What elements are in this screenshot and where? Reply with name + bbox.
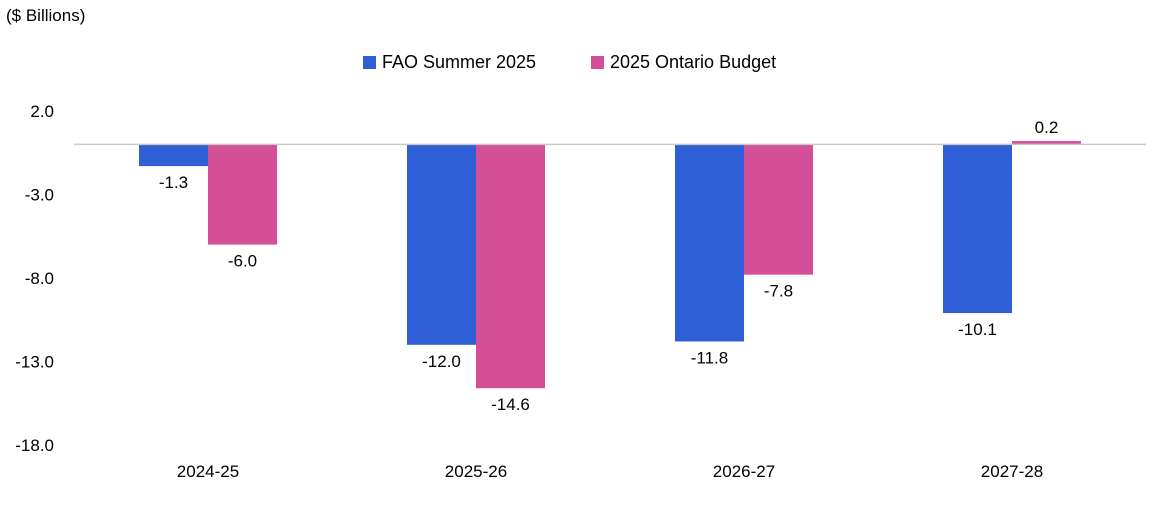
x-tick-label: 2024-25: [177, 462, 239, 481]
bar-fao-2025-26: [407, 144, 476, 345]
bar-fao-2026-27: [675, 144, 744, 342]
legend: FAO Summer 2025 2025 Ontario Budget: [0, 52, 1156, 76]
y-tick-label: -8.0: [25, 269, 54, 288]
x-tick-label: 2027-28: [981, 462, 1043, 481]
bar-budget-2026-27: [744, 144, 813, 275]
data-label-fao-2027-28: -10.1: [958, 320, 997, 339]
bar-fao-2024-25: [139, 144, 208, 167]
legend-label-budget: 2025 Ontario Budget: [610, 52, 777, 72]
x-axis: 2024-25 2025-26 2026-27 2027-28: [177, 462, 1043, 481]
bar-budget-2027-28: [1012, 141, 1081, 145]
legend-item-budget: 2025 Ontario Budget: [591, 52, 776, 73]
data-label-budget-2025-26: -14.6: [491, 395, 530, 414]
y-tick-label: -13.0: [15, 353, 54, 372]
x-tick-label: 2025-26: [445, 462, 507, 481]
legend-swatch-budget: [591, 56, 604, 69]
legend-swatch-fao: [363, 56, 376, 69]
legend-item-fao: FAO Summer 2025: [363, 52, 536, 73]
unit-label: ($ Billions): [6, 6, 86, 25]
data-label-budget-2027-28: 0.2: [1035, 118, 1059, 137]
data-label-budget-2024-25: -6.0: [228, 252, 257, 271]
y-axis: 2.0 -3.0 -8.0 -13.0 -18.0: [15, 102, 54, 455]
y-tick-label: -3.0: [25, 186, 54, 205]
bars: [139, 141, 1081, 389]
y-tick-label: -18.0: [15, 436, 54, 455]
bar-fao-2027-28: [943, 144, 1012, 314]
y-tick-label: 2.0: [30, 102, 54, 121]
bar-budget-2024-25: [208, 144, 277, 245]
data-label-budget-2026-27: -7.8: [764, 282, 793, 301]
bar-budget-2025-26: [476, 144, 545, 389]
data-labels: -1.3 -6.0 -12.0 -14.6 -11.8 -7.8 -10.1 0.2: [159, 118, 1058, 414]
legend-label-fao: FAO Summer 2025: [382, 52, 537, 72]
data-label-fao-2024-25: -1.3: [159, 173, 188, 192]
x-tick-label: 2026-27: [713, 462, 775, 481]
data-label-fao-2026-27: -11.8: [691, 348, 729, 367]
data-label-fao-2025-26: -12.0: [422, 352, 461, 371]
